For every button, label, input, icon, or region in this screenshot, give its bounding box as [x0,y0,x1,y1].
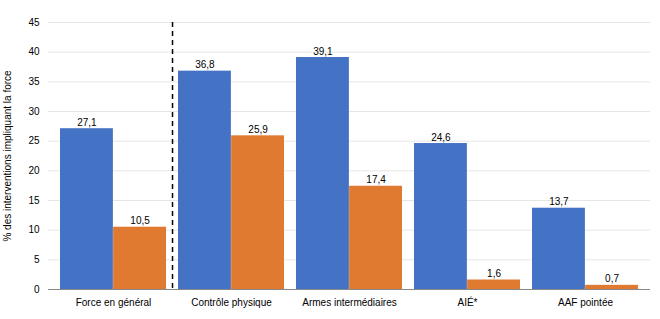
svg-text:15: 15 [28,195,40,206]
svg-text:25: 25 [28,135,40,146]
svg-text:25,9: 25,9 [248,124,268,135]
svg-text:45: 45 [28,17,40,28]
svg-text:0: 0 [34,284,40,295]
svg-text:13,7: 13,7 [549,196,569,207]
svg-text:1,6: 1,6 [487,268,501,279]
svg-text:AIÉ*: AIÉ* [457,296,477,308]
svg-text:27,1: 27,1 [77,117,97,128]
svg-text:30: 30 [28,106,40,117]
svg-text:AAF pointée: AAF pointée [558,297,613,308]
svg-text:0,7: 0,7 [605,273,619,284]
svg-text:20: 20 [28,165,40,176]
svg-text:10,5: 10,5 [130,215,150,226]
svg-text:36,8: 36,8 [195,59,215,70]
svg-text:10: 10 [28,224,40,235]
svg-text:Armes intermédiaires: Armes intermédiaires [302,297,396,308]
svg-text:17,4: 17,4 [366,174,386,185]
svg-text:% des interventions impliquant: % des interventions impliquant la force [2,70,13,242]
svg-text:Force en général: Force en général [76,297,152,308]
svg-text:39,1: 39,1 [313,46,333,57]
svg-text:35: 35 [28,76,40,87]
svg-text:Contrôle physique: Contrôle physique [191,297,272,308]
svg-text:5: 5 [34,254,40,265]
svg-text:40: 40 [28,46,40,57]
svg-text:24,6: 24,6 [431,132,451,143]
